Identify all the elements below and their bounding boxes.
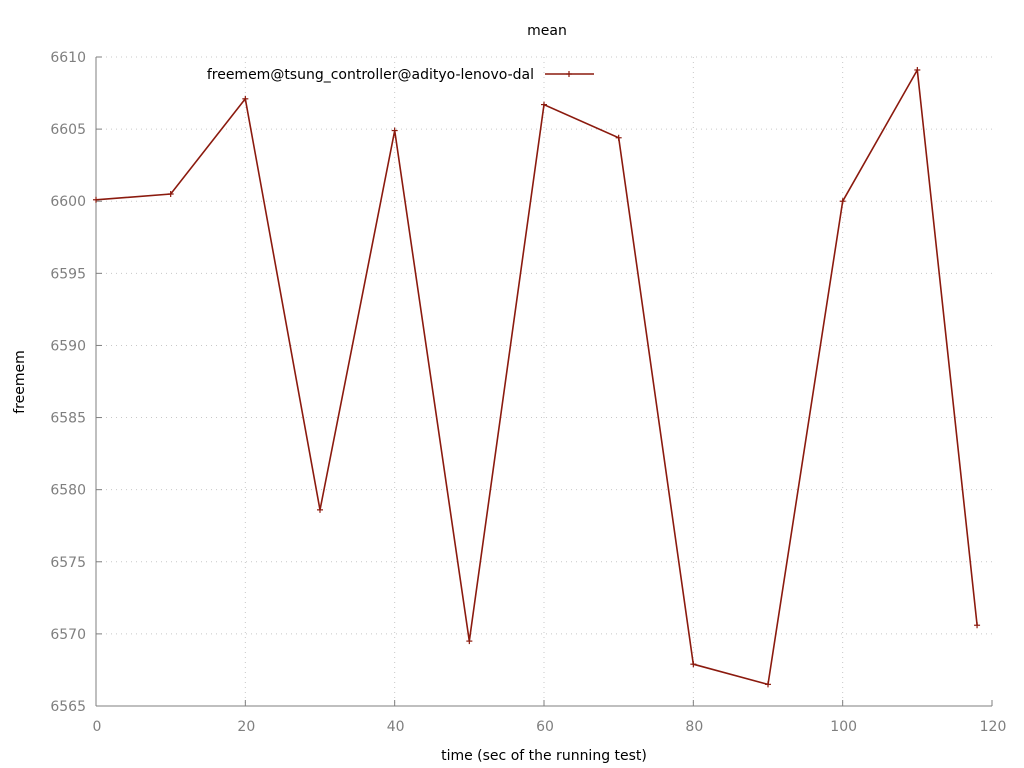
legend: freemem@tsung_controller@adityo-lenovo-d… — [207, 67, 594, 83]
legend-marker — [566, 71, 572, 77]
chart-title: mean — [527, 23, 567, 39]
y-tick-label: 6585 — [50, 411, 86, 427]
x-tick-label: 120 — [980, 719, 1007, 735]
data-point — [690, 661, 697, 668]
x-tick-label: 20 — [237, 719, 255, 735]
data-point — [839, 198, 846, 205]
grid — [96, 56, 992, 706]
data-point — [914, 66, 921, 73]
series-line — [95, 67, 978, 686]
y-axis-title: freemem — [12, 350, 28, 414]
data-point — [615, 134, 622, 141]
y-tick-label: 6565 — [50, 699, 86, 715]
x-tick-label: 60 — [536, 719, 554, 735]
plot-frame — [95, 57, 992, 707]
y-tick-label: 6595 — [50, 266, 86, 282]
axis-ticks: 6565 6570 6575 6580 6585 6590 6595 6600 6605 6610… — [50, 50, 1006, 735]
y-tick-label: 6600 — [50, 194, 86, 210]
x-tick-label: 100 — [830, 719, 857, 735]
legend-label: freemem@tsung_controller@adityo-lenovo-d… — [207, 67, 534, 83]
data-point — [541, 101, 547, 108]
data-point — [93, 196, 99, 203]
x-axis-title: time (sec of the running test) — [441, 748, 647, 764]
series-layer — [93, 66, 981, 688]
data-point — [167, 191, 174, 198]
data-point — [974, 622, 981, 629]
y-tick-label: 6580 — [50, 483, 86, 499]
data-point — [391, 127, 398, 134]
data-point — [466, 638, 473, 645]
x-tick-label: 40 — [387, 719, 405, 735]
y-tick-label: 6570 — [50, 627, 86, 643]
data-point — [317, 506, 323, 513]
y-tick-label: 6610 — [50, 50, 86, 66]
x-tick-label: 0 — [93, 719, 102, 735]
y-tick-label: 6605 — [50, 122, 86, 138]
data-point — [242, 95, 249, 102]
y-tick-label: 6590 — [50, 338, 86, 354]
data-point — [765, 681, 771, 688]
y-tick-label: 6575 — [50, 555, 86, 571]
x-tick-label: 80 — [685, 719, 703, 735]
